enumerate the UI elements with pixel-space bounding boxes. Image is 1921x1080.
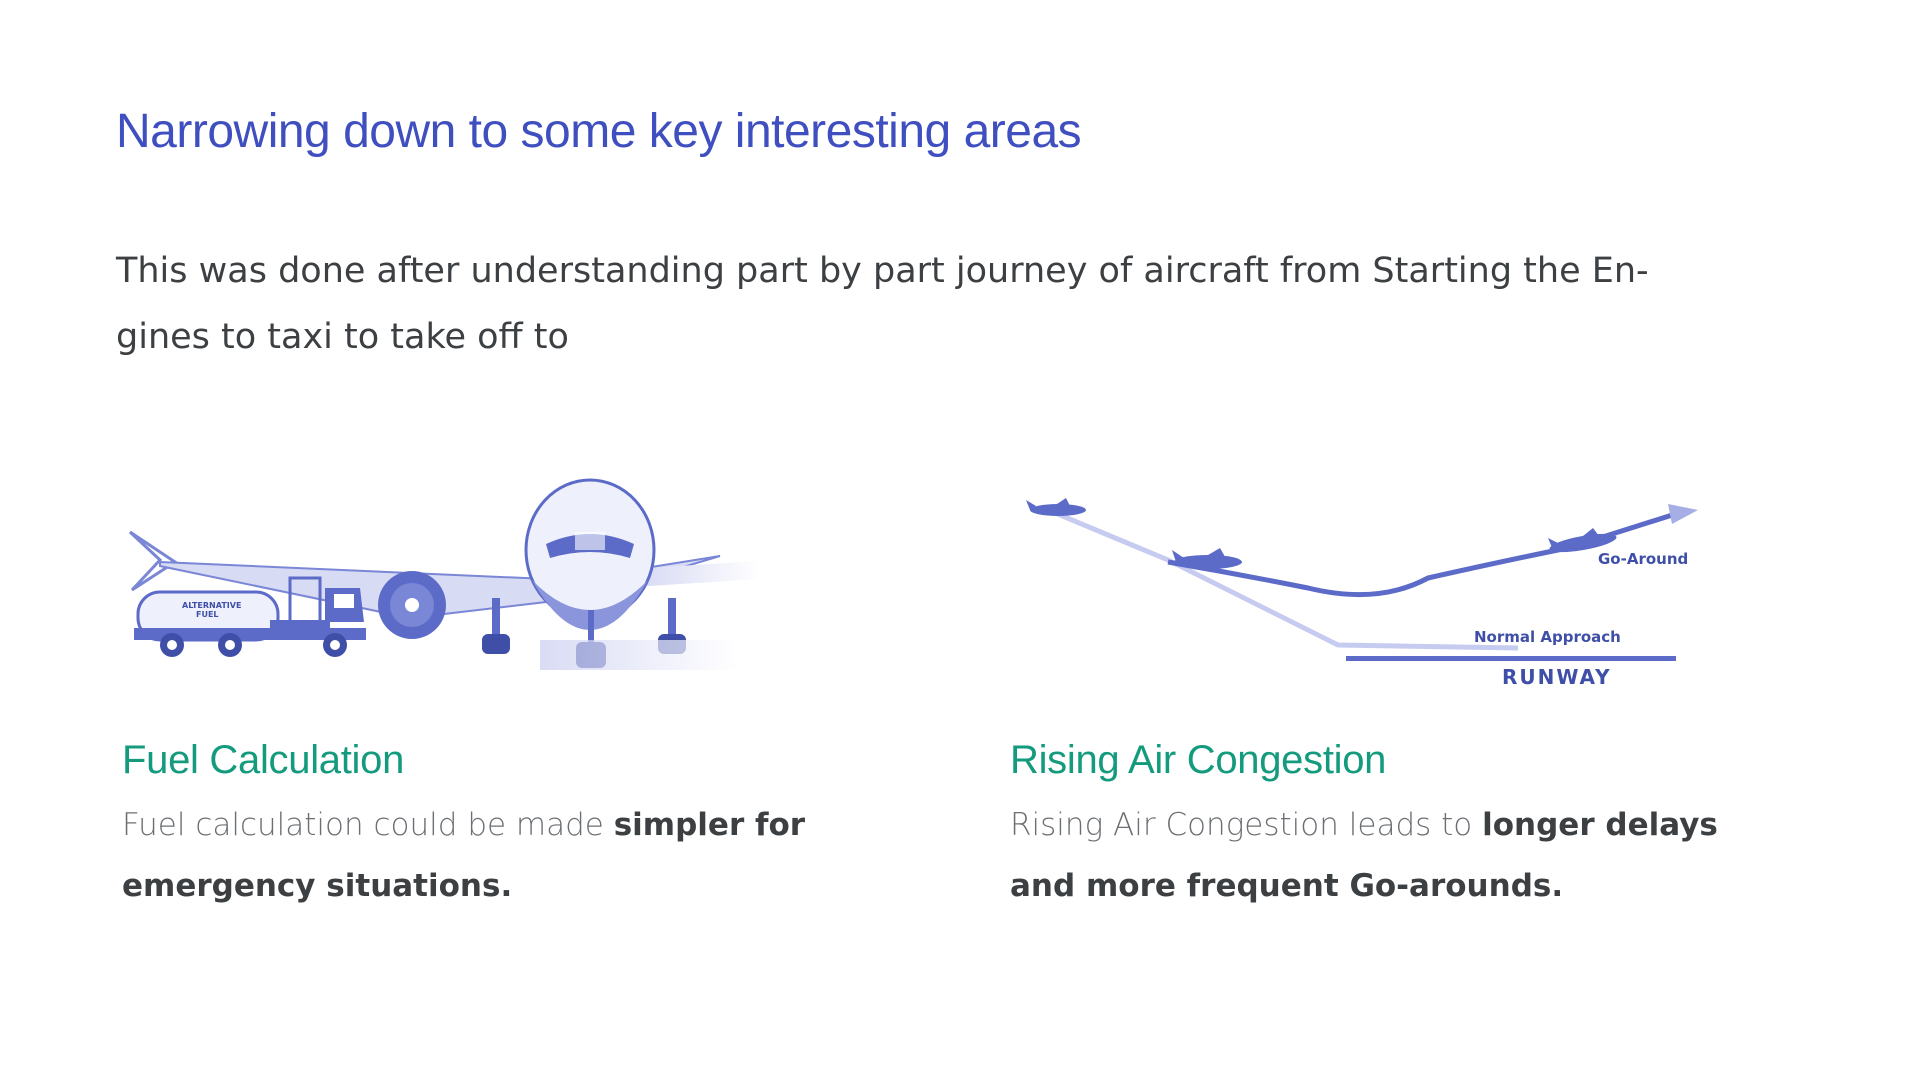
normal-approach-label: Normal Approach xyxy=(1474,628,1621,646)
fuel-text-bold: simpler for emergency situations. xyxy=(122,807,806,904)
aircraft-refueling-illustration: ALTERNATIVE FUEL xyxy=(128,478,761,670)
congestion-text-bold: longer delays and more frequent Go-aroun… xyxy=(1010,807,1718,904)
congestion-text-plain: Rising Air Congestion leads to xyxy=(1010,807,1483,843)
go-around-diagram: Go-Around Normal Approach RUNWAY xyxy=(1026,498,1698,689)
air-congestion-title: Rising Air Congestion xyxy=(1010,738,1387,782)
air-congestion-text: Rising Air Congestion leads to longer de… xyxy=(1010,795,1730,917)
slide-title: Narrowing down to some key interesting a… xyxy=(116,105,1082,158)
runway-label: RUNWAY xyxy=(1502,665,1612,689)
fuel-calculation-card: ALTERNATIVE FUEL Fuel Calculation Fuel c… xyxy=(120,470,880,904)
plane-3-icon xyxy=(1548,528,1617,553)
fuel-calculation-title: Fuel Calculation xyxy=(122,738,405,782)
plane-2-icon xyxy=(1172,548,1242,569)
fuel-calculation-text: Fuel calculation could be made simpler f… xyxy=(122,795,842,917)
truck-label-line2: FUEL xyxy=(196,610,219,619)
air-congestion-card: Go-Around Normal Approach RUNWAY Rising … xyxy=(1008,470,1768,904)
truck-label-line1: ALTERNATIVE xyxy=(182,601,241,610)
plane-1-icon xyxy=(1026,498,1086,516)
fuel-text-plain: Fuel calculation could be made xyxy=(122,807,614,843)
intro-text: This was done after understanding part b… xyxy=(116,251,1649,357)
go-around-label: Go-Around xyxy=(1598,550,1688,568)
